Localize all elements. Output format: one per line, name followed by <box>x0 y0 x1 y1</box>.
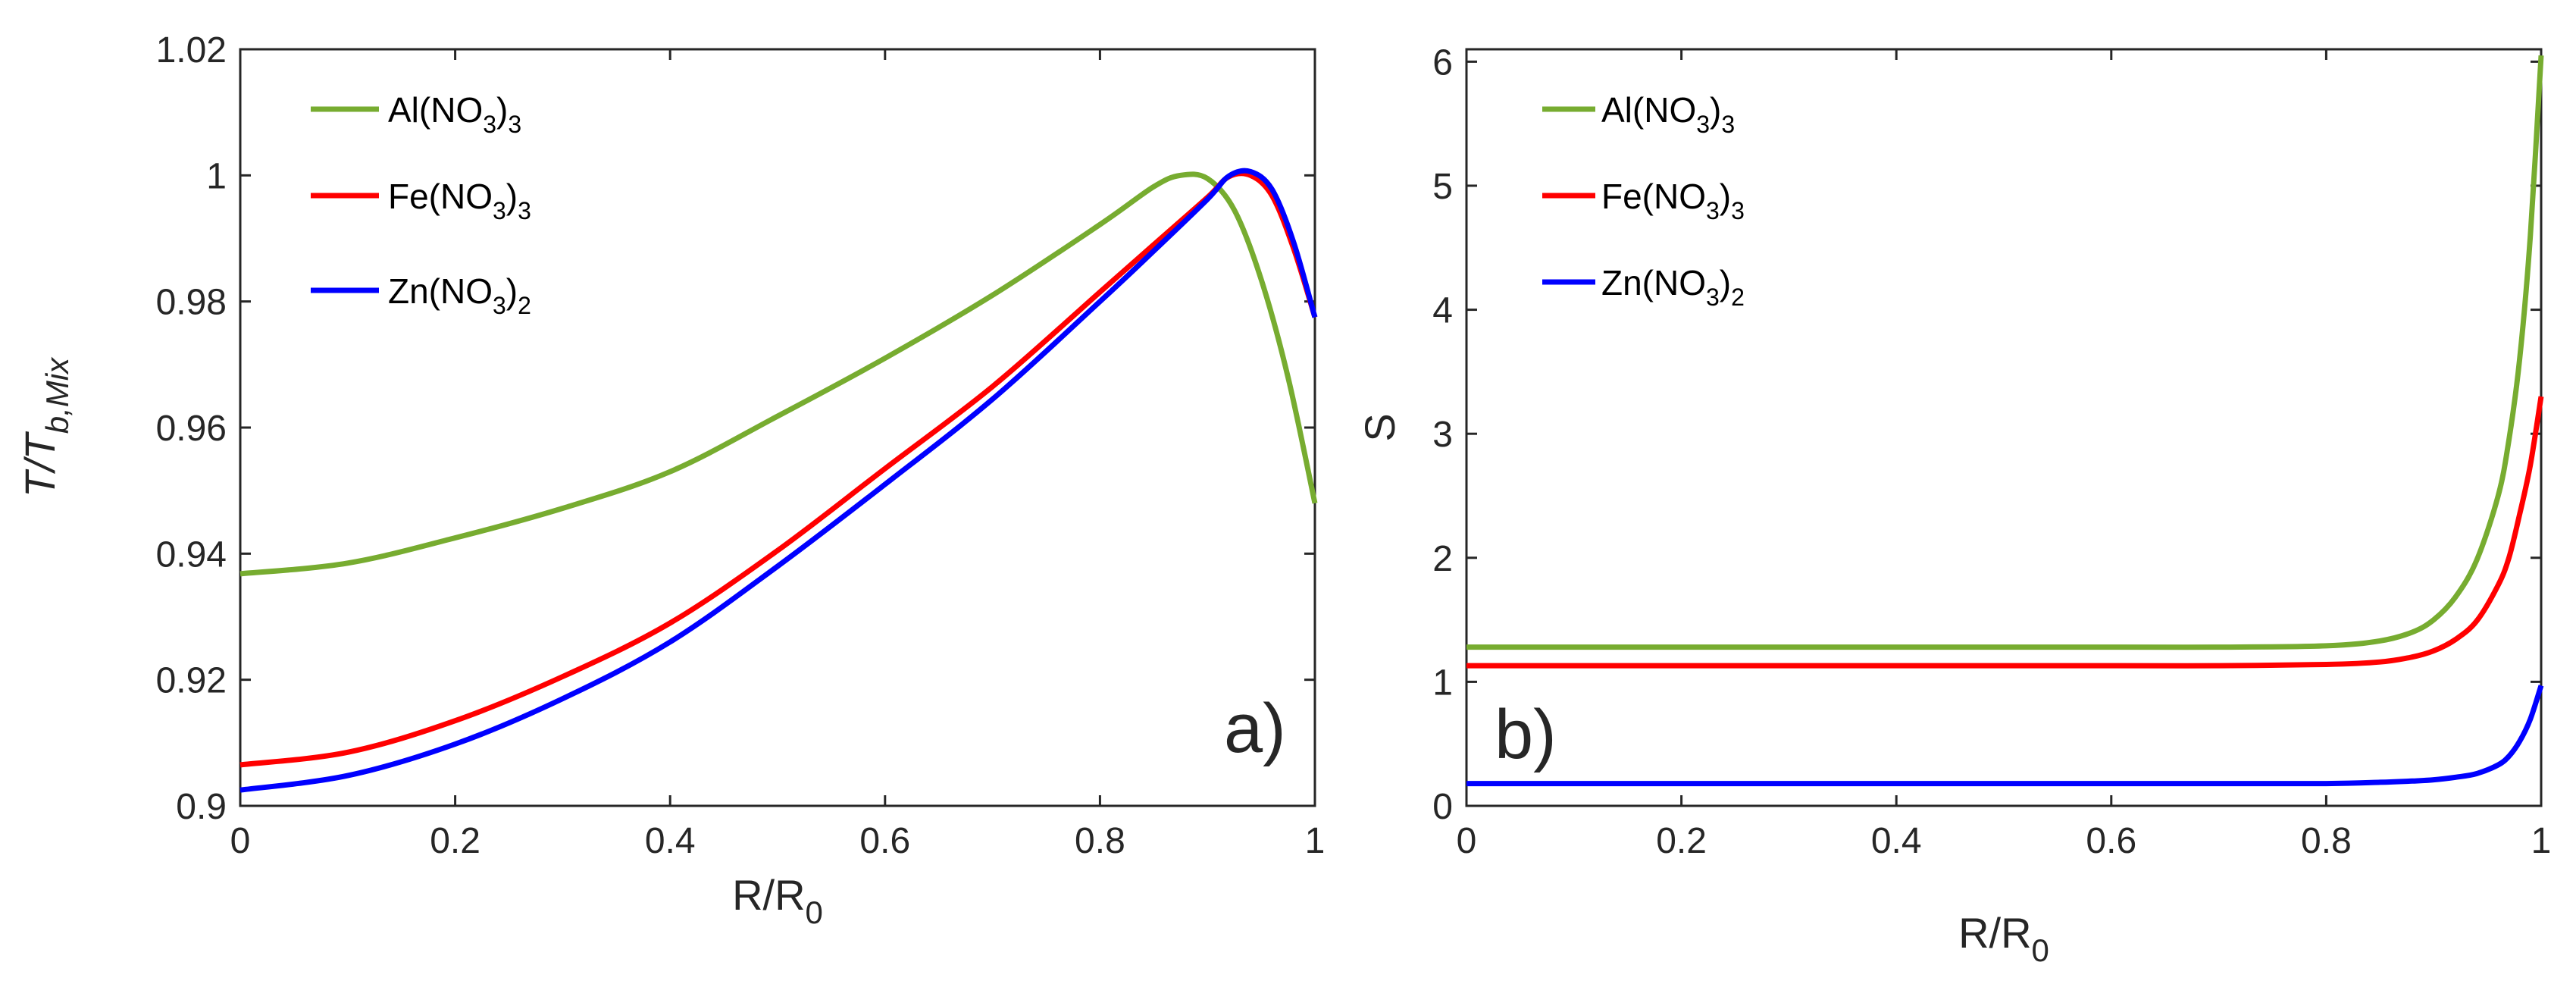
series-a <box>239 168 1318 793</box>
series-line-feno33-b <box>1466 396 2544 669</box>
legend-label-al-b: Al(NO3)3 <box>1601 90 1735 138</box>
y-ticks-a: 0.9 0.92 0.94 0.96 0.98 1 1.02 <box>156 30 1315 827</box>
y-tick-label-a: 0.92 <box>156 661 227 701</box>
legend-label-zn-a: Zn(NO3)2 <box>388 271 531 319</box>
x-tick-label-b: 0.8 <box>2301 821 2352 861</box>
y-tick-label-b: 0 <box>1432 787 1453 827</box>
series-line-znno32-a <box>239 168 1318 793</box>
x-tick-label-b: 0.4 <box>1871 821 1922 861</box>
x-axis-label-b: R/R0 <box>1958 909 2049 968</box>
x-axis-label-a: R/R0 <box>732 871 823 930</box>
x-tick-label-b: 0.6 <box>2086 821 2136 861</box>
y-tick-label-a: 0.9 <box>176 787 227 827</box>
x-tick-label-b: 0.2 <box>1656 821 1707 861</box>
x-tick-label-a: 0 <box>230 821 251 861</box>
x-tick-label-a: 0.4 <box>645 821 696 861</box>
y-tick-label-a: 0.96 <box>156 409 227 449</box>
x-tick-label-b: 0 <box>1457 821 1477 861</box>
x-tick-label-a: 0.6 <box>859 821 910 861</box>
series-line-znno32-b <box>1466 685 2544 787</box>
legend-a: Al(NO3)3 Fe(NO3)3 Zn(NO3)2 <box>311 90 531 319</box>
y-tick-label-b: 1 <box>1432 663 1453 703</box>
y-axis-label-b: S <box>1356 413 1404 441</box>
series-line-feno33-a <box>239 171 1318 768</box>
series-b <box>1466 55 2544 787</box>
x-tick-label-a: 1 <box>1305 821 1326 861</box>
x-ticks-b: 0 0.2 0.4 0.6 0.8 1 <box>1457 49 2552 861</box>
y-tick-label-b: 2 <box>1432 539 1453 579</box>
x-tick-label-b: 1 <box>2531 821 2552 861</box>
y-axis-label-a: T/Tb,Mix <box>16 356 75 497</box>
y-tick-label-a: 1.02 <box>156 30 227 71</box>
legend-label-fe-a: Fe(NO3)3 <box>388 177 531 224</box>
y-tick-label-b: 6 <box>1432 42 1453 83</box>
series-line-alno33-a <box>239 171 1318 577</box>
legend-label-zn-b: Zn(NO3)2 <box>1601 263 1745 311</box>
legend-label-al-a: Al(NO3)3 <box>388 90 521 138</box>
plot-area-a <box>239 48 1316 807</box>
y-tick-label-b: 5 <box>1432 167 1453 207</box>
panel-label-a: a) <box>1224 690 1286 767</box>
y-tick-label-b: 3 <box>1432 415 1453 455</box>
legend-label-fe-b: Fe(NO3)3 <box>1601 177 1745 224</box>
plot-area-b <box>1465 48 2543 807</box>
y-tick-label-a: 0.94 <box>156 534 227 575</box>
x-tick-label-a: 0.8 <box>1075 821 1125 861</box>
y-tick-label-b: 4 <box>1432 291 1453 331</box>
y-tick-label-a: 0.98 <box>156 283 227 323</box>
panel-label-b: b) <box>1495 696 1557 773</box>
series-line-alno33-b <box>1466 55 2544 650</box>
chart-panel-b: 0 0.2 0.4 0.6 0.8 1 0 1 2 3 4 5 6 Al(NO3)3 Fe(NO3)3… <box>1356 42 2551 968</box>
x-ticks-a: 0 0.2 0.4 0.6 0.8 1 <box>230 49 1326 861</box>
legend-b: Al(NO3)3 Fe(NO3)3 Zn(NO3)2 <box>1542 90 1745 311</box>
x-tick-label-a: 0.2 <box>430 821 480 861</box>
chart-panel-a: 0 0.2 0.4 0.6 0.8 1 0.90.920.940.960.9811.02 … <box>16 30 1325 930</box>
y-ticks-b: 0 1 2 3 4 5 6 <box>1432 42 2541 827</box>
y-tick-label-a: 1 <box>206 156 227 196</box>
